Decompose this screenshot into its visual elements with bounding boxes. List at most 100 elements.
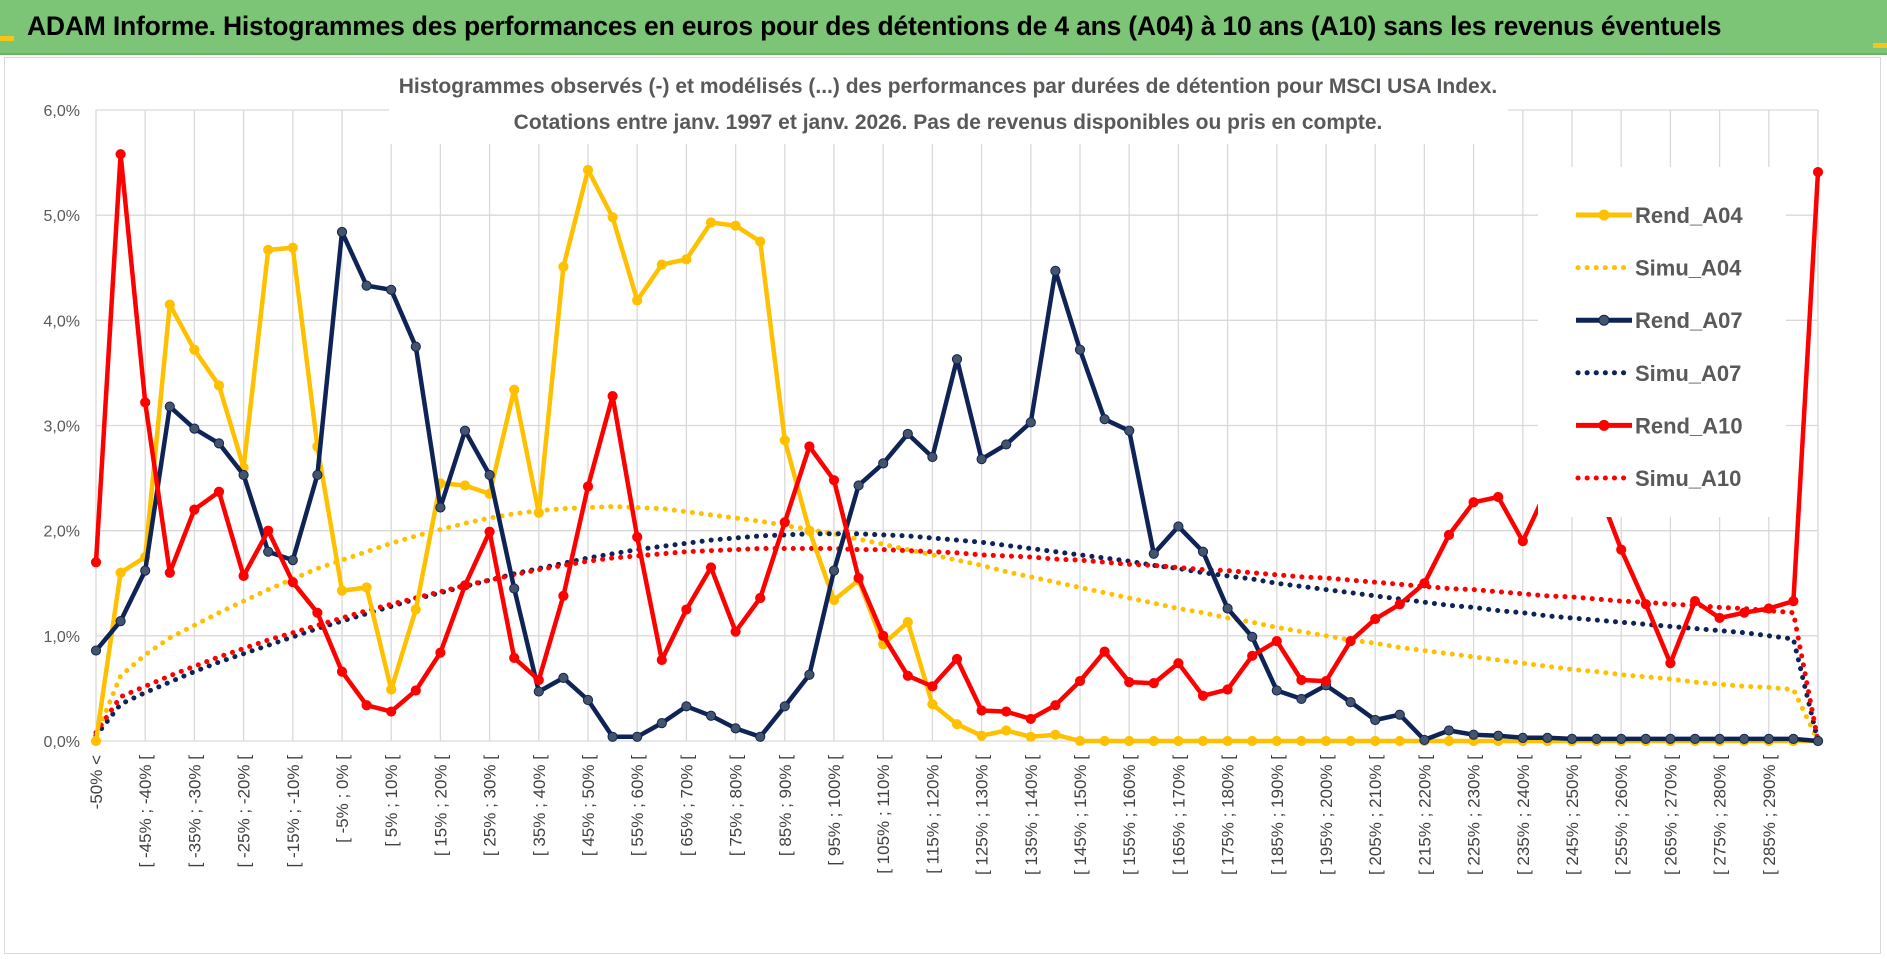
series-rend-a07-point bbox=[1394, 709, 1405, 720]
series-rend-a04-point bbox=[976, 730, 987, 741]
y-tick-label: 3,0% bbox=[44, 419, 80, 436]
series-rend-a07-point bbox=[1050, 265, 1061, 277]
series-rend-a07-point bbox=[1763, 733, 1774, 744]
series-rend-a04-point bbox=[386, 684, 397, 695]
series-rend-a07-point bbox=[115, 616, 126, 627]
series-rend-a07-point bbox=[1001, 439, 1012, 450]
y-tick-label: 1,0% bbox=[44, 629, 80, 646]
x-tick-label: [ 165% ; 170% [ bbox=[1169, 755, 1188, 875]
series-rend-a10-point bbox=[1468, 497, 1479, 508]
series-rend-a07-point bbox=[927, 451, 938, 463]
corner-mark-left bbox=[0, 36, 14, 41]
series-rend-a04-point bbox=[705, 217, 717, 228]
series-rend-a10-point bbox=[878, 630, 889, 641]
series-rend-a04-point bbox=[459, 480, 471, 491]
series-rend-a10-point bbox=[263, 525, 274, 536]
series-rend-a07-point bbox=[951, 354, 963, 365]
x-tick-label: [ 225% ; 230% [ bbox=[1465, 755, 1484, 875]
series-rend-a07-point bbox=[1640, 733, 1651, 744]
series-rend-a07-point bbox=[1443, 725, 1455, 736]
x-tick-label: [ 245% ; 250% [ bbox=[1563, 755, 1582, 875]
series-rend-a07-point bbox=[1124, 425, 1135, 436]
series-rend-a10-point bbox=[509, 652, 520, 664]
series-rend-a07-point bbox=[1788, 733, 1799, 744]
x-tick-label: [ 75% ; 80% [ bbox=[727, 755, 746, 856]
y-tick-label: 2,0% bbox=[44, 524, 80, 541]
series-rend-a04-point bbox=[1074, 735, 1086, 747]
chart-title: Histogrammes observés (-) et modélisés (… bbox=[399, 75, 1498, 98]
series-rend-a07-point bbox=[1689, 733, 1701, 744]
series-rend-a04-point bbox=[1443, 735, 1455, 747]
series-rend-a07-point bbox=[484, 469, 495, 481]
x-tick-label: [ 185% ; 190% [ bbox=[1268, 755, 1287, 875]
series-rend-a10-point bbox=[755, 592, 766, 604]
series-rend-a10-point bbox=[189, 504, 200, 515]
series-rend-a07-point bbox=[656, 718, 667, 729]
series-rend-a10-point bbox=[1247, 650, 1258, 661]
legend-simu-a07-label: Simu_A07 bbox=[1635, 361, 1741, 386]
series-rend-a07-point bbox=[1370, 714, 1381, 726]
series-rend-a07-point bbox=[533, 686, 544, 697]
series-rend-a10-point bbox=[681, 604, 692, 615]
report-title: ADAM Informe. Histogrammes des performan… bbox=[27, 11, 1722, 41]
series-rend-a07-point bbox=[1222, 603, 1233, 614]
series-rend-a07-point bbox=[1493, 730, 1504, 741]
series-rend-a04-point bbox=[730, 220, 741, 231]
series-rend-a04-point bbox=[1222, 735, 1233, 747]
series-rend-a04-point bbox=[632, 295, 643, 306]
series-rend-a04-point bbox=[1271, 735, 1282, 747]
series-rend-a04-point bbox=[681, 254, 692, 265]
series-rend-a04-point bbox=[189, 344, 200, 355]
x-tick-label: [ 265% ; 270% [ bbox=[1661, 755, 1680, 875]
series-rend-a10-point bbox=[386, 706, 397, 717]
series-rend-a10-point bbox=[705, 562, 717, 573]
series-rend-a07-point bbox=[361, 280, 372, 291]
x-tick-label: [ 105% ; 110% [ bbox=[874, 755, 893, 874]
series-rend-a04-point bbox=[1394, 735, 1405, 747]
series-rend-a07-point bbox=[459, 425, 471, 436]
series-rend-a10-point bbox=[804, 441, 815, 452]
series-rend-a10-point bbox=[164, 567, 175, 578]
series-rend-a07-point bbox=[189, 423, 200, 434]
x-tick-label: [ 285% ; 290% [ bbox=[1760, 755, 1779, 875]
x-tick-label: [ 155% ; 160% [ bbox=[1120, 755, 1139, 875]
series-rend-a07-point bbox=[1542, 732, 1553, 743]
series-rend-a07-point bbox=[1345, 696, 1356, 708]
series-rend-a07-point bbox=[730, 723, 741, 734]
series-rend-a07-point bbox=[853, 480, 864, 491]
series-rend-a07-point bbox=[632, 731, 643, 742]
series-rend-a10-point bbox=[558, 590, 569, 601]
x-tick-label: [ 65% ; 70% [ bbox=[677, 755, 696, 856]
series-rend-a10-point bbox=[1148, 678, 1159, 689]
corner-mark-right bbox=[1873, 43, 1887, 48]
series-rend-a10-point bbox=[1271, 635, 1282, 647]
series-rend-a07-point bbox=[509, 583, 520, 594]
series-rend-a04-point bbox=[607, 212, 618, 223]
series-rend-a04-point bbox=[1370, 735, 1381, 747]
legend-rend-a04-label: Rend_A04 bbox=[1635, 203, 1743, 228]
series-rend-a10-point bbox=[361, 700, 372, 711]
series-rend-a10-point bbox=[1320, 675, 1332, 687]
series-rend-a04-point bbox=[1124, 735, 1135, 747]
header-banner: ADAM Informe. Histogrammes des performan… bbox=[0, 0, 1887, 55]
series-rend-a10-point bbox=[1099, 646, 1110, 657]
series-rend-a07-point bbox=[287, 555, 298, 566]
series-rend-a10-point bbox=[1370, 613, 1381, 625]
series-rend-a04-point bbox=[558, 261, 569, 272]
series-rend-a07-point bbox=[238, 469, 249, 481]
series-rend-a07-point bbox=[1025, 417, 1036, 428]
series-rend-a07-point bbox=[1665, 733, 1676, 744]
series-layer bbox=[90, 149, 1824, 747]
series-rend-a07-point bbox=[1739, 733, 1750, 744]
series-rend-a10-point bbox=[902, 670, 913, 681]
x-tick-label: [ 45% ; 50% [ bbox=[579, 755, 598, 856]
series-rend-a07-point bbox=[804, 669, 815, 680]
x-tick-label: [ 115% ; 120% [ bbox=[923, 755, 942, 874]
series-rend-a10-point bbox=[1443, 529, 1455, 540]
chart-subtitle: Cotations entre janv. 1997 et janv. 2026… bbox=[514, 111, 1383, 134]
series-rend-a07-point bbox=[90, 645, 102, 656]
series-rend-a07-point bbox=[779, 701, 790, 712]
series-rend-a10-point bbox=[1689, 596, 1701, 607]
x-tick-label: [ 55% ; 60% [ bbox=[628, 755, 647, 856]
series-rend-a10-point bbox=[435, 647, 446, 658]
